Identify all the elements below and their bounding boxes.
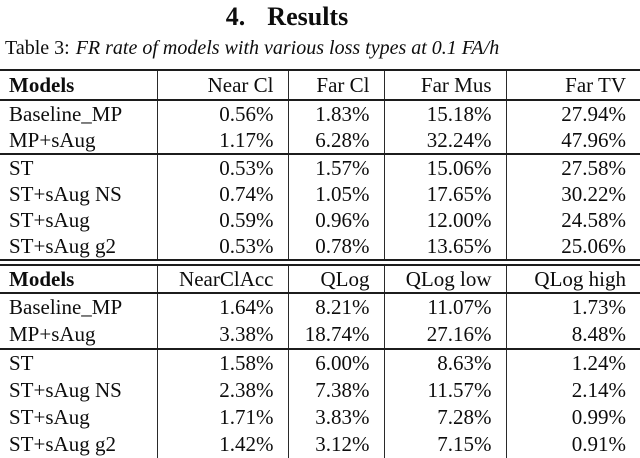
section-number: 4. [225, 2, 246, 31]
column-header-models: Models [9, 72, 75, 97]
column-header: Near Cl [156, 70, 288, 100]
table-row: ST+sAug 0.59% 0.96% 12.00% 24.58% [0, 207, 640, 233]
value-cell: 2.14% [505, 377, 640, 404]
model-name-cell: MP+sAug [9, 322, 96, 346]
caption-prefix: Table 3: [5, 37, 70, 59]
value-cell: 1.42% [156, 431, 288, 458]
value-cell: 0.56% [156, 100, 288, 127]
value-cell: 7.15% [383, 431, 506, 458]
table-group-baseline: Baseline_MP 1.64% 8.21% 11.07% 1.73% MP+sAug 3… [0, 293, 640, 349]
value-cell: 1.83% [287, 100, 384, 127]
table-row: ST+sAug NS 0.74% 1.05% 17.65% 30.22% [0, 181, 640, 207]
value-cell: 8.48% [505, 321, 640, 349]
column-header-models: Models [9, 266, 75, 291]
table-row: MP+sAug 3.38% 18.74% 27.16% 8.48% [0, 321, 640, 349]
value-cell: 1.17% [156, 127, 288, 154]
model-name-cell: ST+sAug [9, 405, 90, 429]
table-caption: Table 3: FR rate of models with various l… [5, 35, 640, 61]
results-table-bottom: Models NearClAcc QLog QLog low QLog high Bas… [0, 264, 640, 458]
value-cell: 1.24% [505, 349, 640, 377]
model-name-cell: ST+sAug NS [9, 181, 122, 206]
value-cell: 13.65% [383, 233, 506, 260]
column-header: QLog [287, 265, 384, 293]
model-name-cell: ST+sAug NS [9, 378, 122, 402]
table-row: ST 1.58% 6.00% 8.63% 1.24% [0, 349, 640, 377]
value-cell: 8.63% [383, 349, 506, 377]
value-cell: 0.96% [287, 207, 384, 233]
caption-text: FR rate of models with various loss type… [75, 37, 500, 59]
section-title: 4. Results [0, 2, 574, 32]
value-cell: 12.00% [383, 207, 506, 233]
model-name-cell: Baseline_MP [9, 295, 123, 319]
value-cell: 1.73% [505, 293, 640, 321]
results-table-top: Models Near Cl Far Cl Far Mus Far TV Baselin… [0, 69, 640, 261]
header-row: Models NearClAcc QLog QLog low QLog high [0, 265, 640, 293]
value-cell: 7.38% [287, 377, 384, 404]
table-group-st: ST 0.53% 1.57% 15.06% 27.58% ST+sAug NS 0.74% 1… [0, 154, 640, 260]
value-cell: 6.28% [287, 127, 384, 154]
value-cell: 0.53% [156, 233, 288, 260]
column-header: Far Mus [383, 70, 506, 100]
table-row: Baseline_MP 1.64% 8.21% 11.07% 1.73% [0, 293, 640, 321]
value-cell: 27.58% [505, 154, 640, 181]
model-name-cell: ST [9, 155, 34, 180]
value-cell: 3.12% [287, 431, 384, 458]
column-header: Far Cl [287, 70, 384, 100]
value-cell: 6.00% [287, 349, 384, 377]
value-cell: 32.24% [383, 127, 506, 154]
table-row: ST+sAug g2 1.42% 3.12% 7.15% 0.91% [0, 431, 640, 458]
value-cell: 15.06% [383, 154, 506, 181]
value-cell: 7.28% [383, 404, 506, 431]
value-cell: 15.18% [383, 100, 506, 127]
table-group-st: ST 1.58% 6.00% 8.63% 1.24% ST+sAug NS 2.38% 7.3… [0, 349, 640, 458]
section-title-text: Results [267, 2, 349, 31]
value-cell: 27.94% [505, 100, 640, 127]
value-cell: 1.57% [287, 154, 384, 181]
value-cell: 24.58% [505, 207, 640, 233]
table-row: ST 0.53% 1.57% 15.06% 27.58% [0, 154, 640, 181]
value-cell: 11.57% [383, 377, 506, 404]
table-group-baseline: Baseline_MP 0.56% 1.83% 15.18% 27.94% MP+sAug… [0, 100, 640, 154]
value-cell: 1.58% [156, 349, 288, 377]
value-cell: 11.07% [383, 293, 506, 321]
model-name-cell: ST+sAug g2 [9, 233, 116, 258]
table-row: ST+sAug g2 0.53% 0.78% 13.65% 25.06% [0, 233, 640, 260]
value-cell: 0.78% [287, 233, 384, 260]
model-name-cell: ST+sAug [9, 207, 90, 232]
table-header: Models Near Cl Far Cl Far Mus Far TV [0, 70, 640, 100]
value-cell: 17.65% [383, 181, 506, 207]
value-cell: 0.53% [156, 154, 288, 181]
table-row: MP+sAug 1.17% 6.28% 32.24% 47.96% [0, 127, 640, 154]
table-row: ST+sAug NS 2.38% 7.38% 11.57% 2.14% [0, 377, 640, 404]
model-name-cell: ST [9, 351, 34, 375]
column-header: Far TV [505, 70, 640, 100]
value-cell: 1.71% [156, 404, 288, 431]
value-cell: 3.83% [287, 404, 384, 431]
model-name-cell: Baseline_MP [9, 101, 123, 126]
value-cell: 0.99% [505, 404, 640, 431]
value-cell: 25.06% [505, 233, 640, 260]
header-row: Models Near Cl Far Cl Far Mus Far TV [0, 70, 640, 100]
value-cell: 1.05% [287, 181, 384, 207]
column-header: QLog high [505, 265, 640, 293]
value-cell: 0.74% [156, 181, 288, 207]
model-name-cell: MP+sAug [9, 127, 96, 152]
value-cell: 30.22% [505, 181, 640, 207]
column-header: QLog low [383, 265, 506, 293]
value-cell: 1.64% [156, 293, 288, 321]
value-cell: 27.16% [383, 321, 506, 349]
value-cell: 8.21% [287, 293, 384, 321]
value-cell: 0.91% [505, 431, 640, 458]
value-cell: 2.38% [156, 377, 288, 404]
value-cell: 0.59% [156, 207, 288, 233]
table-row: ST+sAug 1.71% 3.83% 7.28% 0.99% [0, 404, 640, 431]
table-row: Baseline_MP 0.56% 1.83% 15.18% 27.94% [0, 100, 640, 127]
value-cell: 3.38% [156, 321, 288, 349]
column-header: NearClAcc [156, 265, 288, 293]
table-header: Models NearClAcc QLog QLog low QLog high [0, 265, 640, 293]
value-cell: 18.74% [287, 321, 384, 349]
value-cell: 47.96% [505, 127, 640, 154]
model-name-cell: ST+sAug g2 [9, 432, 116, 456]
